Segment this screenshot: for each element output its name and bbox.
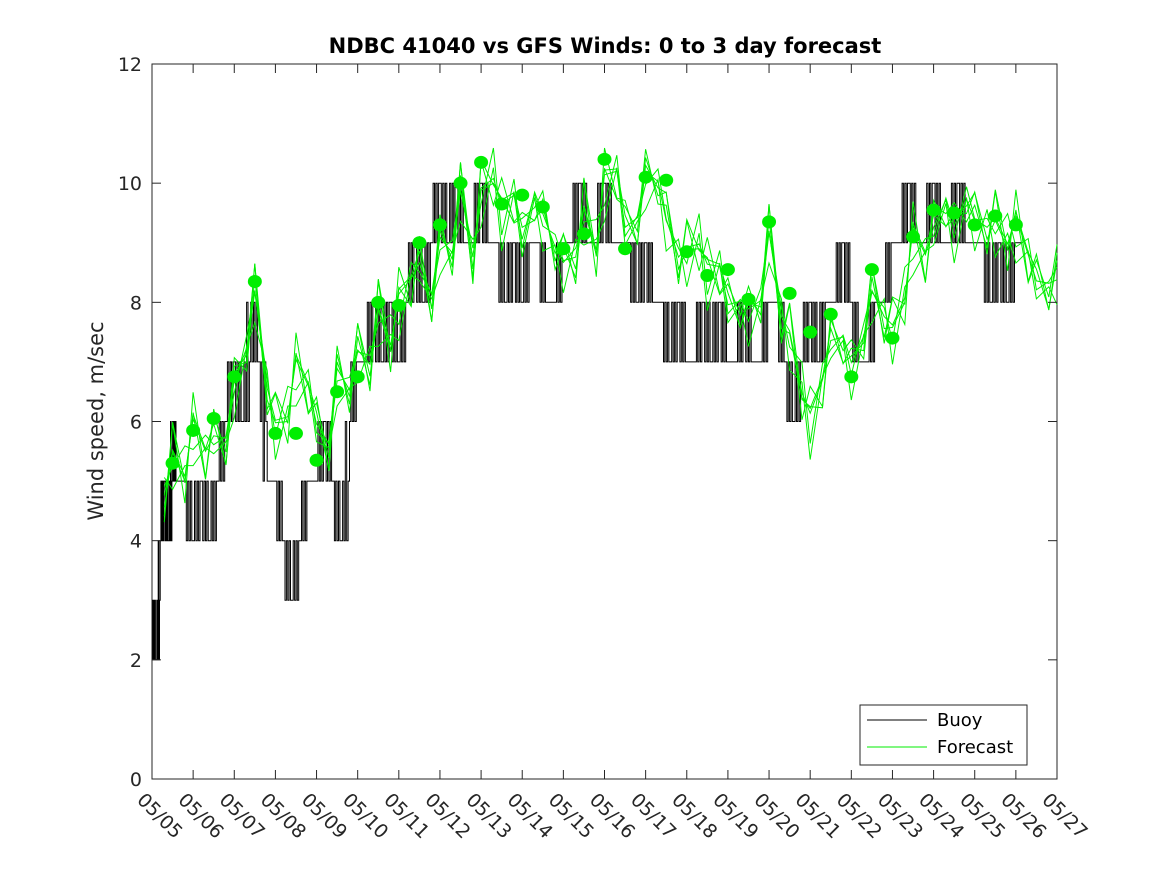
forecast-marker: [823, 307, 838, 321]
y-tick-label: 0: [130, 769, 142, 791]
forecast-marker: [556, 242, 571, 256]
forecast-marker: [638, 170, 653, 184]
forecast-marker: [206, 412, 221, 426]
forecast-marker: [391, 298, 406, 312]
y-axis: 0 2 4 6 8 10 12: [118, 54, 1057, 791]
forecast-marker: [474, 155, 489, 169]
forecast-marker: [597, 152, 612, 166]
forecast-marker: [535, 200, 550, 214]
forecast-marker: [906, 230, 921, 244]
forecast-marker: [700, 269, 715, 283]
forecast-marker: [803, 325, 818, 339]
forecast-marker: [309, 453, 324, 467]
legend-label-buoy: Buoy: [937, 710, 983, 731]
forecast-marker: [864, 263, 879, 277]
forecast-marker: [720, 263, 735, 277]
forecast-marker: [762, 215, 777, 229]
forecast-marker: [618, 242, 633, 256]
forecast-marker: [186, 423, 201, 437]
y-axis-label: Wind speed, m/sec: [84, 321, 108, 520]
chart-title: NDBC 41040 vs GFS Winds: 0 to 3 day fore…: [329, 34, 882, 58]
forecast-series: [163, 147, 1058, 523]
legend-box: [859, 704, 1028, 766]
forecast-marker: [844, 370, 859, 384]
forecast-marker: [350, 370, 365, 384]
forecast-marker: [1008, 218, 1023, 232]
forecast-marker: [288, 426, 303, 440]
y-tick-label: 4: [130, 531, 142, 553]
legend: Buoy Forecast: [859, 704, 1028, 766]
forecast-markers: [165, 152, 1023, 470]
forecast-marker: [268, 426, 283, 440]
forecast-marker: [741, 292, 756, 306]
y-tick-label: 10: [118, 173, 142, 195]
forecast-marker: [165, 456, 180, 470]
forecast-marker: [988, 209, 1003, 223]
y-tick-label: 6: [130, 412, 142, 434]
forecast-marker: [926, 203, 941, 217]
forecast-marker: [659, 173, 674, 187]
forecast-marker: [247, 274, 262, 288]
legend-label-forecast: Forecast: [937, 737, 1013, 758]
forecast-marker: [515, 188, 530, 202]
forecast-marker: [494, 197, 509, 211]
forecast-marker: [967, 218, 982, 232]
forecast-marker: [885, 331, 900, 345]
y-tick-label: 2: [130, 650, 142, 672]
y-tick-label: 12: [118, 54, 142, 76]
forecast-marker: [576, 227, 591, 241]
forecast-marker: [947, 206, 962, 220]
forecast-marker: [227, 370, 242, 384]
forecast-line-5: [163, 147, 1058, 523]
forecast-marker: [782, 286, 797, 300]
forecast-marker: [679, 245, 694, 259]
forecast-marker: [371, 295, 386, 309]
forecast-marker: [432, 218, 447, 232]
forecast-marker: [330, 385, 345, 399]
forecast-marker: [412, 236, 427, 250]
y-tick-label: 8: [130, 292, 142, 314]
forecast-marker: [453, 176, 468, 190]
forecast-line-2: [163, 167, 1058, 491]
